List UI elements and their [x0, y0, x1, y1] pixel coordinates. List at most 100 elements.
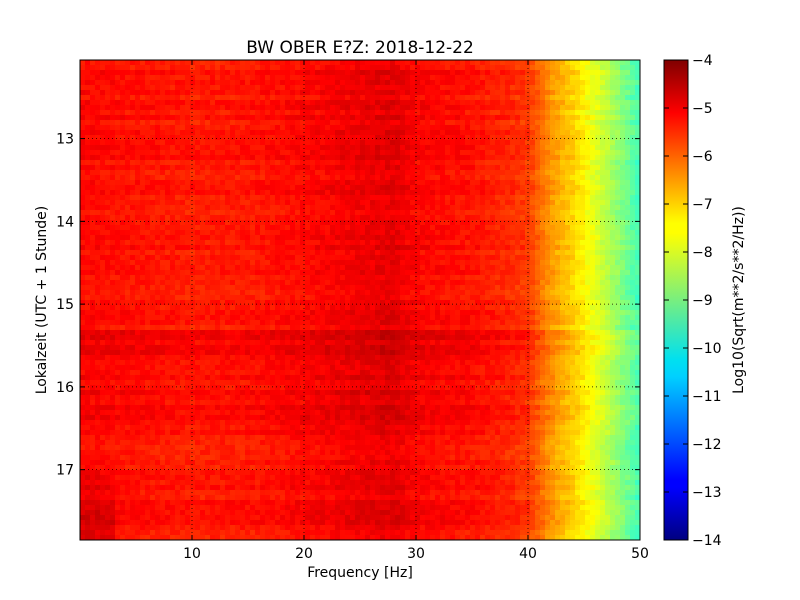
heatmap-cell [585, 225, 591, 231]
heatmap-cell [505, 135, 511, 141]
heatmap-cell [550, 85, 556, 91]
heatmap-cell [475, 210, 481, 216]
heatmap-cell [160, 125, 166, 131]
heatmap-cell [570, 275, 576, 281]
heatmap-cell [375, 135, 381, 141]
heatmap-cell [85, 70, 91, 76]
heatmap-cell [520, 115, 526, 121]
heatmap-cell [225, 105, 231, 111]
heatmap-cell [600, 260, 606, 266]
heatmap-cell [235, 165, 241, 171]
heatmap-cell [560, 205, 566, 211]
heatmap-cell [440, 170, 446, 176]
heatmap-cell [275, 270, 281, 276]
heatmap-cell [315, 255, 321, 261]
heatmap-cell [595, 245, 601, 251]
heatmap-cell [265, 90, 271, 96]
heatmap-cell [420, 150, 426, 156]
heatmap-cell [510, 240, 516, 246]
heatmap-cell [360, 90, 366, 96]
heatmap-cell [575, 140, 581, 146]
heatmap-cell [460, 170, 466, 176]
heatmap-cell [485, 130, 491, 136]
heatmap-cell [320, 150, 326, 156]
heatmap-cell [300, 140, 306, 146]
heatmap-cell [490, 215, 496, 221]
heatmap-cell [535, 190, 541, 196]
heatmap-cell [130, 260, 136, 266]
heatmap-cell [170, 165, 176, 171]
heatmap-cell [250, 155, 256, 161]
heatmap-cell [285, 245, 291, 251]
heatmap-cell [255, 240, 261, 246]
heatmap-cell [575, 190, 581, 196]
heatmap-cell [310, 230, 316, 236]
heatmap-cell [215, 165, 221, 171]
heatmap-cell [190, 260, 196, 266]
heatmap-cell [600, 245, 606, 251]
heatmap-cell [325, 70, 331, 76]
heatmap-cell [150, 250, 156, 256]
heatmap-cell [380, 170, 386, 176]
heatmap-cell [215, 230, 221, 236]
heatmap-cell [125, 180, 131, 186]
heatmap-cell [605, 185, 611, 191]
heatmap-cell [170, 270, 176, 276]
heatmap-cell [135, 90, 141, 96]
heatmap-cell [125, 220, 131, 226]
heatmap-cell [275, 160, 281, 166]
heatmap-cell [530, 90, 536, 96]
heatmap-cell [465, 180, 471, 186]
heatmap-cell [315, 105, 321, 111]
heatmap-cell [540, 265, 546, 271]
heatmap-cell [240, 245, 246, 251]
heatmap-cell [585, 100, 591, 106]
heatmap-cell [345, 280, 351, 286]
heatmap-cell [135, 165, 141, 171]
heatmap-cell [395, 210, 401, 216]
heatmap-cell [270, 170, 276, 176]
heatmap-cell [340, 180, 346, 186]
heatmap-cell [610, 100, 616, 106]
heatmap-cell [80, 125, 86, 131]
heatmap-cell [490, 75, 496, 81]
heatmap-cell [360, 65, 366, 71]
heatmap-cell [225, 150, 231, 156]
heatmap-cell [315, 65, 321, 71]
heatmap-cell [405, 80, 411, 86]
heatmap-cell [510, 100, 516, 106]
heatmap-cell [360, 60, 366, 66]
heatmap-cell [495, 190, 501, 196]
heatmap-cell [585, 215, 591, 221]
heatmap-cell [170, 265, 176, 271]
heatmap-cell [110, 210, 116, 216]
heatmap-cell [130, 205, 136, 211]
heatmap-cell [410, 85, 416, 91]
heatmap-cell [375, 230, 381, 236]
heatmap-cell [460, 210, 466, 216]
heatmap-cell [400, 65, 406, 71]
heatmap-cell [320, 205, 326, 211]
heatmap-cell [135, 100, 141, 106]
heatmap-cell [235, 110, 241, 116]
heatmap-cell [100, 185, 106, 191]
heatmap-cell [470, 250, 476, 256]
heatmap-cell [455, 250, 461, 256]
heatmap-cell [475, 90, 481, 96]
heatmap-cell [95, 90, 101, 96]
heatmap-cell [260, 185, 266, 191]
heatmap-cell [440, 105, 446, 111]
heatmap-cell [90, 85, 96, 91]
heatmap-cell [575, 120, 581, 126]
heatmap-cell [445, 100, 451, 106]
heatmap-cell [135, 260, 141, 266]
heatmap-cell [600, 95, 606, 101]
heatmap-cell [100, 180, 106, 186]
heatmap-cell [135, 210, 141, 216]
heatmap-cell [85, 180, 91, 186]
heatmap-cell [85, 240, 91, 246]
heatmap-cell [165, 220, 171, 226]
heatmap-cell [530, 230, 536, 236]
heatmap-cell [175, 190, 181, 196]
heatmap-cell [210, 225, 216, 231]
